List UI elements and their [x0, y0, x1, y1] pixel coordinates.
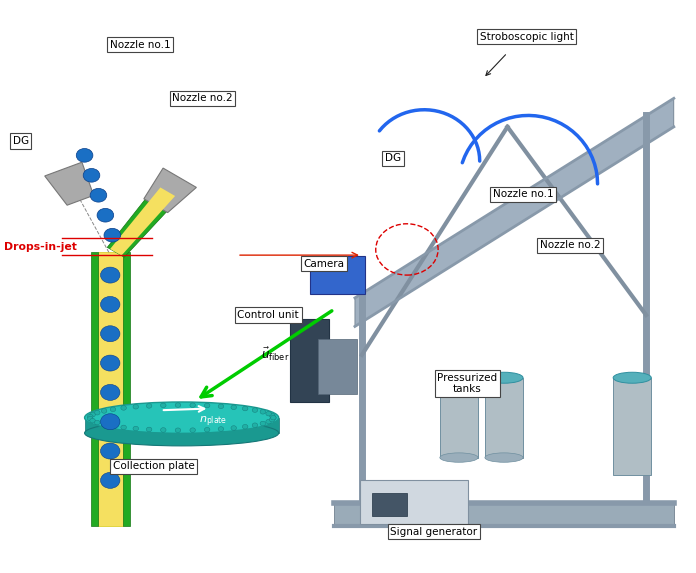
Text: Signal generator: Signal generator: [390, 527, 477, 537]
Ellipse shape: [95, 421, 100, 425]
Ellipse shape: [88, 414, 93, 419]
Circle shape: [100, 267, 120, 283]
Polygon shape: [85, 418, 278, 433]
Ellipse shape: [269, 413, 275, 418]
Ellipse shape: [271, 415, 276, 420]
Ellipse shape: [266, 411, 271, 416]
Text: Drops-in-jet: Drops-in-jet: [4, 242, 77, 252]
Ellipse shape: [133, 426, 139, 431]
Ellipse shape: [266, 419, 271, 424]
Ellipse shape: [161, 427, 166, 432]
Text: $n_\mathrm{plate}$: $n_\mathrm{plate}$: [199, 415, 228, 429]
Ellipse shape: [440, 453, 478, 462]
Circle shape: [84, 168, 100, 182]
Ellipse shape: [102, 409, 107, 413]
Text: Nozzle no.1: Nozzle no.1: [110, 40, 171, 50]
Ellipse shape: [121, 406, 127, 410]
Ellipse shape: [175, 428, 181, 433]
Circle shape: [77, 148, 93, 162]
Ellipse shape: [260, 421, 266, 426]
Ellipse shape: [102, 422, 107, 427]
Polygon shape: [45, 162, 94, 205]
Text: Camera: Camera: [303, 258, 345, 269]
Circle shape: [90, 189, 106, 202]
Ellipse shape: [242, 425, 248, 429]
FancyBboxPatch shape: [613, 378, 651, 474]
Ellipse shape: [110, 423, 116, 428]
FancyBboxPatch shape: [290, 319, 329, 402]
Ellipse shape: [85, 420, 278, 446]
Text: Control unit: Control unit: [237, 310, 299, 320]
Circle shape: [97, 209, 113, 222]
Circle shape: [100, 326, 120, 342]
Ellipse shape: [146, 427, 152, 431]
Ellipse shape: [271, 415, 276, 420]
Polygon shape: [90, 252, 97, 526]
Ellipse shape: [161, 403, 166, 407]
FancyBboxPatch shape: [372, 493, 407, 516]
Polygon shape: [144, 168, 196, 213]
Ellipse shape: [133, 405, 139, 409]
Polygon shape: [334, 503, 674, 526]
Ellipse shape: [90, 418, 95, 423]
Circle shape: [104, 228, 120, 242]
Ellipse shape: [218, 427, 223, 431]
Ellipse shape: [440, 372, 478, 383]
Text: Collection plate: Collection plate: [113, 461, 195, 471]
Ellipse shape: [205, 403, 210, 408]
Ellipse shape: [110, 407, 116, 411]
Circle shape: [100, 443, 120, 459]
Ellipse shape: [485, 453, 523, 462]
Text: Stroboscopic light: Stroboscopic light: [480, 32, 574, 42]
Ellipse shape: [613, 372, 651, 383]
Ellipse shape: [190, 403, 196, 407]
Polygon shape: [107, 185, 179, 257]
Text: DG: DG: [13, 136, 29, 146]
Text: Nozzle no.1: Nozzle no.1: [493, 189, 554, 199]
Ellipse shape: [242, 406, 248, 411]
Ellipse shape: [175, 403, 181, 407]
Ellipse shape: [205, 427, 210, 432]
FancyBboxPatch shape: [360, 480, 468, 524]
Text: Pressurized
tanks: Pressurized tanks: [437, 372, 498, 394]
FancyBboxPatch shape: [97, 252, 122, 526]
Text: DG: DG: [385, 153, 401, 163]
FancyBboxPatch shape: [440, 378, 478, 458]
FancyBboxPatch shape: [310, 256, 365, 294]
Ellipse shape: [85, 402, 278, 433]
FancyBboxPatch shape: [318, 339, 357, 394]
Circle shape: [100, 296, 120, 312]
FancyBboxPatch shape: [485, 378, 523, 458]
Ellipse shape: [252, 423, 258, 427]
Ellipse shape: [190, 428, 196, 433]
Ellipse shape: [252, 408, 258, 413]
Ellipse shape: [88, 417, 93, 421]
Polygon shape: [110, 187, 175, 256]
FancyArrowPatch shape: [164, 406, 204, 411]
Ellipse shape: [269, 417, 275, 422]
Polygon shape: [355, 99, 674, 327]
Ellipse shape: [260, 410, 266, 414]
Circle shape: [100, 472, 120, 488]
Ellipse shape: [95, 410, 100, 415]
Circle shape: [100, 384, 120, 401]
Ellipse shape: [146, 403, 152, 408]
Polygon shape: [122, 252, 129, 526]
Circle shape: [100, 355, 120, 371]
Ellipse shape: [121, 425, 127, 430]
Ellipse shape: [231, 426, 237, 430]
Ellipse shape: [231, 405, 237, 410]
Ellipse shape: [218, 404, 223, 409]
Text: Nozzle no.2: Nozzle no.2: [539, 241, 600, 250]
Ellipse shape: [485, 372, 523, 383]
Text: Nozzle no.2: Nozzle no.2: [172, 93, 232, 103]
Text: $\vec{u}_\mathrm{fiber}$: $\vec{u}_\mathrm{fiber}$: [261, 346, 290, 363]
Circle shape: [100, 414, 120, 430]
Ellipse shape: [90, 413, 95, 417]
